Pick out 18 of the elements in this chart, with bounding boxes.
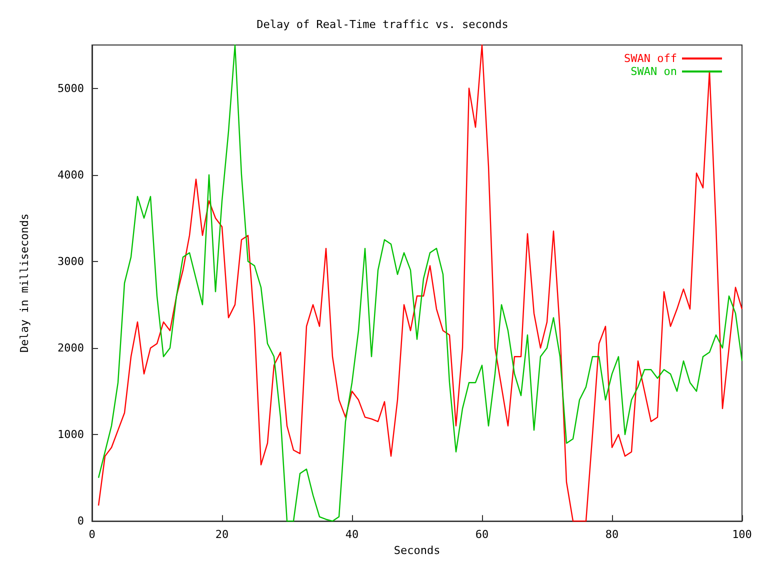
legend-label: SWAN on: [630, 65, 677, 78]
x-tick-label: 60: [475, 528, 489, 542]
y-tick-label: 0: [77, 514, 84, 528]
chart-title: Delay of Real-Time traffic vs. seconds: [256, 18, 508, 31]
y-tick-label: 1000: [58, 428, 84, 442]
y-axis-title: Delay in milliseconds: [18, 214, 31, 353]
x-tick-label: 40: [345, 528, 359, 542]
y-tick-label: 5000: [58, 82, 84, 95]
x-axis-title: Seconds: [394, 544, 440, 557]
x-tick-label: 80: [605, 528, 619, 542]
legend-label: SWAN off: [624, 52, 677, 65]
x-tick-label: 100: [732, 528, 752, 542]
x-tick-label: 20: [215, 528, 229, 542]
y-tick-label: 3000: [58, 254, 84, 268]
y-tick-label: 2000: [58, 341, 84, 354]
y-tick-label: 4000: [58, 168, 84, 182]
x-tick-label: 0: [88, 528, 96, 542]
line-series: [98, 44, 743, 522]
